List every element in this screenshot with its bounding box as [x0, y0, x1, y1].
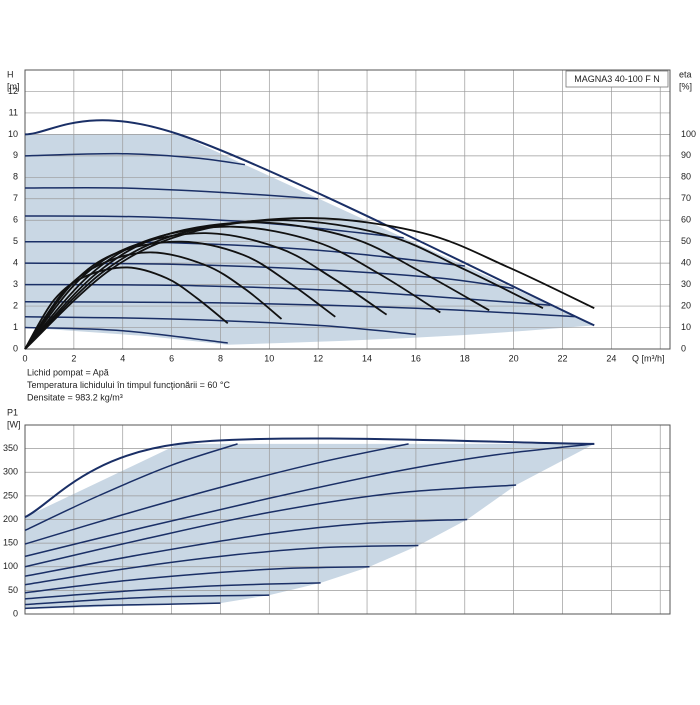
y-tick-label: 300 [3, 467, 18, 477]
y-tick-label: 250 [3, 490, 18, 500]
pump-curve [24, 119, 595, 327]
pump-curve [24, 443, 595, 558]
x-tick-label: 22 [557, 353, 567, 363]
efficiency-curve [24, 251, 283, 350]
y-axis-unit: [m] [7, 81, 20, 91]
y-tick-label: 350 [3, 443, 18, 453]
y-tick-label: 1 [13, 322, 18, 332]
y-tick-label: 12 [8, 86, 18, 96]
note: Temperatura lichidului în timpul funcţio… [27, 380, 230, 390]
y-tick-label: 6 [13, 215, 18, 225]
pump-curve [24, 566, 370, 594]
pump-curve [24, 443, 409, 545]
x-tick-label: 10 [264, 353, 274, 363]
efficiency-curve [24, 217, 595, 350]
operating-region [25, 443, 595, 610]
efficiency-curve [24, 240, 336, 350]
y-tick-label: 0 [13, 608, 18, 618]
y-tick-label: 0 [13, 343, 18, 353]
y2-tick-label: 90 [681, 150, 691, 160]
pump-curve [24, 326, 228, 344]
x-tick-label: 0 [22, 353, 27, 363]
pump-curve [24, 484, 517, 568]
x-tick-label: 2 [71, 353, 76, 363]
plot-frame [24, 424, 671, 615]
y2-tick-label: 50 [681, 236, 691, 246]
efficiency-curve [24, 232, 388, 350]
y-tick-label: 8 [13, 172, 18, 182]
pump-curve [24, 152, 245, 166]
y-tick-label: 4 [13, 258, 18, 268]
x-tick-label: 14 [362, 353, 372, 363]
y-tick-label: 9 [13, 150, 18, 160]
y2-axis-unit: [%] [679, 81, 692, 91]
pump-curve [24, 594, 270, 606]
chart-title: MAGNA3 40-100 F N [574, 74, 660, 84]
y2-tick-label: 80 [681, 172, 691, 182]
y-tick-label: 3 [13, 279, 18, 289]
pump-curve [24, 316, 416, 336]
y-tick-label: 10 [8, 129, 18, 139]
efficiency-curve [24, 225, 441, 350]
pump-curve [24, 582, 321, 600]
x-tick-label: 12 [313, 353, 323, 363]
pump-curve [24, 518, 468, 577]
y2-tick-label: 60 [681, 215, 691, 225]
y2-axis-label: eta [679, 69, 692, 79]
x-tick-label: 20 [509, 353, 519, 363]
y2-tick-label: 40 [681, 258, 691, 268]
note: Lichid pompat = Apă [27, 367, 109, 377]
x-tick-label: 16 [411, 353, 421, 363]
y-tick-label: 7 [13, 193, 18, 203]
x-tick-label: 6 [169, 353, 174, 363]
pump-curve [24, 602, 221, 610]
y2-tick-label: 100 [681, 129, 696, 139]
x-tick-label: 18 [460, 353, 470, 363]
efficiency-curve [24, 219, 544, 350]
pump-curve [24, 186, 319, 200]
title-box [565, 70, 669, 88]
pump-curve [24, 443, 238, 532]
y-axis-label: H [7, 69, 14, 79]
y-tick-label: 2 [13, 300, 18, 310]
y-tick-label: 200 [3, 514, 18, 524]
note: Densitate = 983.2 kg/m³ [27, 392, 123, 402]
y2-tick-label: 10 [681, 322, 691, 332]
x-tick-label: 4 [120, 353, 125, 363]
pump-curve [24, 437, 595, 519]
y2-tick-label: 0 [681, 343, 686, 353]
y2-tick-label: 20 [681, 300, 691, 310]
y-tick-label: 5 [13, 236, 18, 246]
efficiency-curve [24, 221, 490, 350]
x-tick-label: 8 [218, 353, 223, 363]
pump-curve [24, 301, 575, 318]
efficiency-curve [24, 266, 229, 350]
y2-tick-label: 70 [681, 193, 691, 203]
y-tick-label: 11 [9, 107, 18, 117]
y-axis-unit: [W] [7, 419, 21, 429]
plot-frame [24, 69, 671, 350]
y-tick-label: 50 [8, 585, 18, 595]
y-tick-label: 150 [3, 538, 18, 548]
y-axis-label: P1 [7, 407, 18, 417]
pump-curve [24, 240, 465, 267]
pump-curve [24, 544, 419, 586]
pump-curve [24, 215, 404, 239]
x-tick-label: 24 [606, 353, 616, 363]
y2-tick-label: 30 [681, 279, 691, 289]
y-tick-label: 100 [3, 561, 18, 571]
x-axis-label: Q [m³/h] [632, 353, 665, 363]
